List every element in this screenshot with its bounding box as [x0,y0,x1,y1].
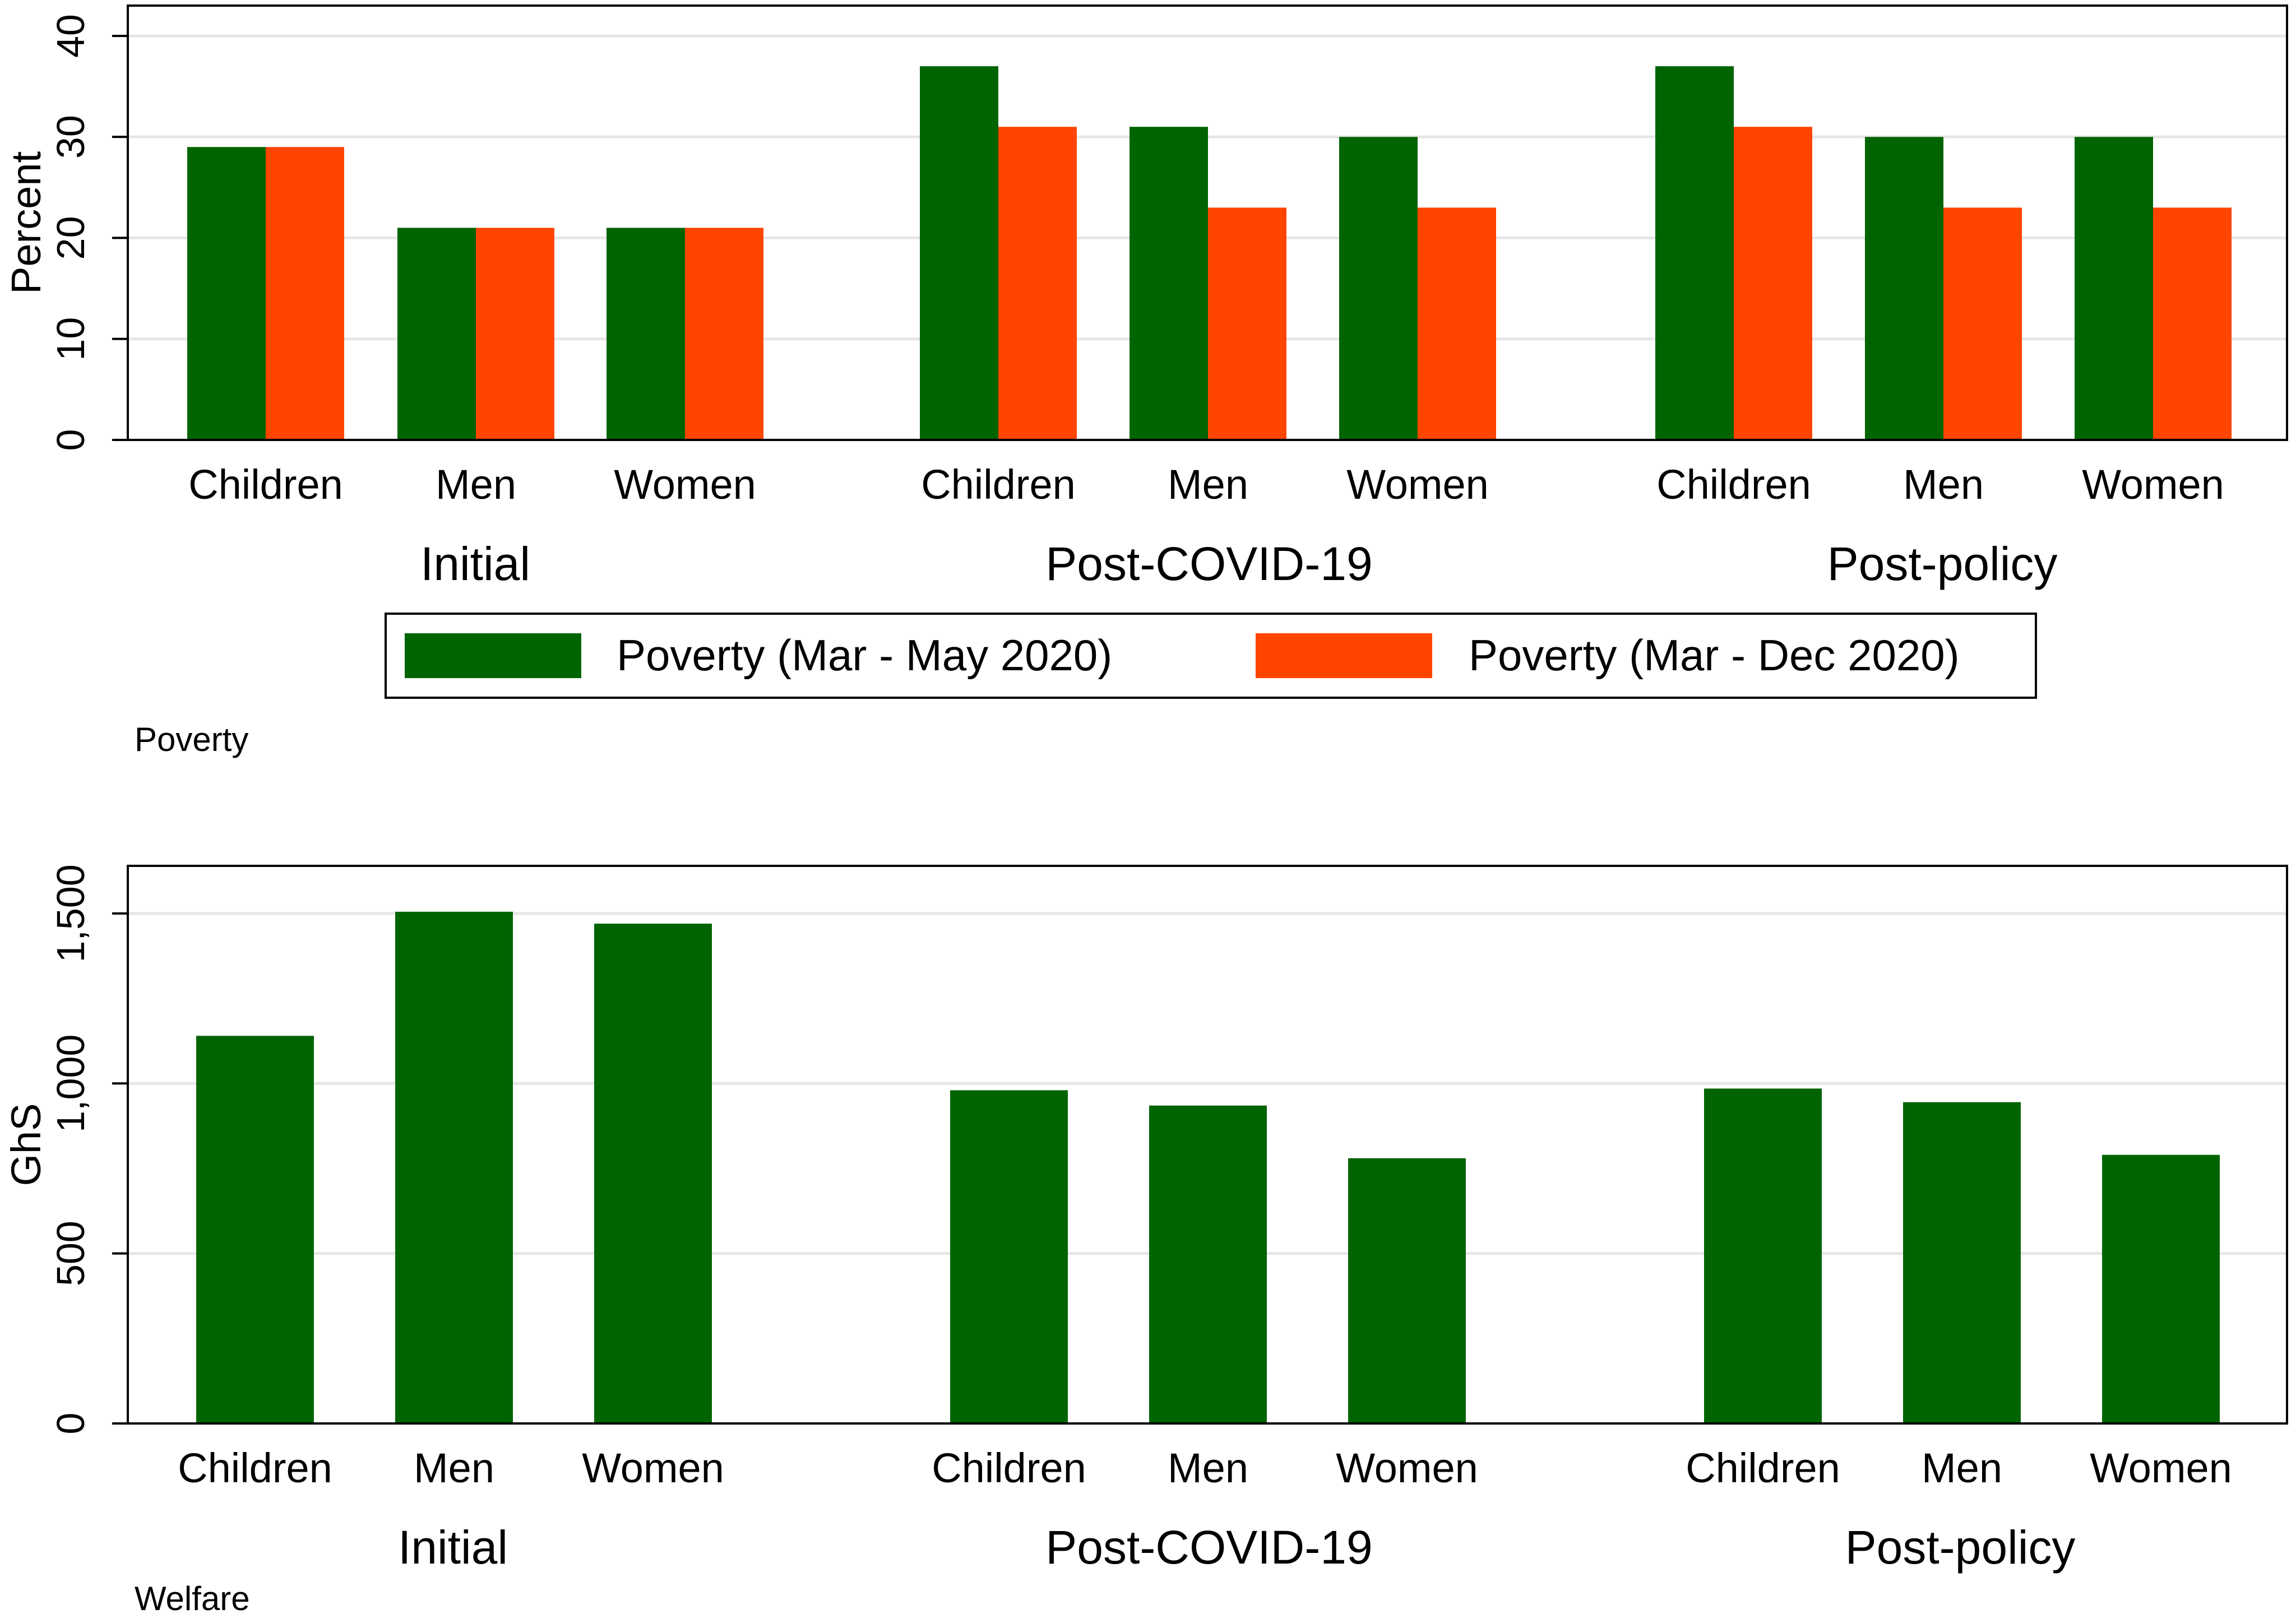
bar-series-0-3 [920,66,998,440]
bar-series-1-8 [2153,207,2232,440]
y-tick-label: 10 [49,317,92,361]
legend-box [385,613,2037,699]
bar-value-5 [1348,1158,1466,1423]
bar-series-1-5 [1418,207,1496,440]
bar-series-1-3 [998,127,1077,440]
legend-label: Poverty (Mar - Dec 2020) [1469,630,1960,680]
bar-value-7 [1903,1102,2021,1423]
bar-value-4 [1149,1105,1267,1423]
bar-series-0-4 [1130,127,1208,440]
category-label: Children [178,1445,332,1491]
y-tick-label: 0 [49,429,92,451]
bar-series-0-1 [397,228,476,440]
bar-value-3 [950,1090,1068,1423]
y-tick-label: 1,500 [49,864,92,962]
panel-caption: Welfare [135,1580,250,1614]
y-tick-label: 40 [49,14,92,58]
bar-series-0-6 [1655,66,1734,440]
category-label: Men [1168,461,1248,508]
category-label: Children [188,461,343,508]
category-label: Men [1903,461,1984,508]
category-label: Women [2082,461,2224,508]
y-tick-label: 30 [49,115,92,159]
bar-series-1-2 [685,228,763,440]
bar-series-0-7 [1865,137,1943,440]
bar-series-0-2 [607,228,685,440]
bar-series-1-1 [476,228,554,440]
y-tick-label: 0 [49,1413,92,1435]
legend-swatch [405,633,581,678]
poverty-panel: 0 10 20 30 40 Percent Children Men Women Initial C… [3,4,2288,758]
y-tick-label: 1,000 [49,1035,92,1133]
bar-series-1-6 [1734,127,1812,440]
group-label: Post-policy [1845,1521,2076,1574]
bar-value-6 [1704,1088,1822,1423]
bar-series-1-4 [1208,207,1286,440]
group-label: Post-policy [1827,537,2058,590]
bar-value-1 [395,911,513,1423]
bar-series-0-0 [187,147,266,440]
legend-label: Poverty (Mar - May 2020) [617,630,1112,680]
category-label: Women [614,461,756,508]
category-label: Children [1656,461,1811,508]
category-label: Men [414,1445,494,1491]
y-tick-label: 500 [49,1221,92,1286]
y-tick-label: 20 [49,216,92,260]
y-axis-title: Percent [3,151,49,294]
group-label: Initial [398,1521,508,1574]
welfare-panel: 0 500 1,000 1,500 GhS Children Men Women Initial… [3,864,2288,1614]
plot-frame [127,865,2288,1425]
legend-swatch [1256,633,1432,678]
category-label: Men [1168,1445,1248,1491]
category-label: Men [436,461,516,508]
category-label: Children [1686,1445,1840,1491]
bar-value-2 [594,924,712,1423]
category-label: Children [932,1445,1086,1491]
category-label: Children [921,461,1076,508]
bar-value-8 [2102,1154,2220,1423]
category-label: Men [1922,1445,2002,1491]
category-label: Women [582,1445,724,1491]
plot-frame [127,4,2288,441]
bar-series-1-7 [1943,207,2022,440]
panel-caption: Poverty [135,721,248,758]
category-label: Women [2090,1445,2232,1491]
group-label: Post-COVID-19 [1045,537,1373,590]
bar-value-0 [196,1036,314,1423]
y-axis-title: GhS [3,1103,49,1186]
group-label: Post-COVID-19 [1045,1521,1373,1574]
category-label: Women [1346,461,1489,508]
bar-series-1-0 [266,147,344,440]
bar-series-0-5 [1339,137,1418,440]
bar-series-0-8 [2075,137,2153,440]
group-label: Initial [420,537,530,590]
category-label: Women [1336,1445,1478,1491]
